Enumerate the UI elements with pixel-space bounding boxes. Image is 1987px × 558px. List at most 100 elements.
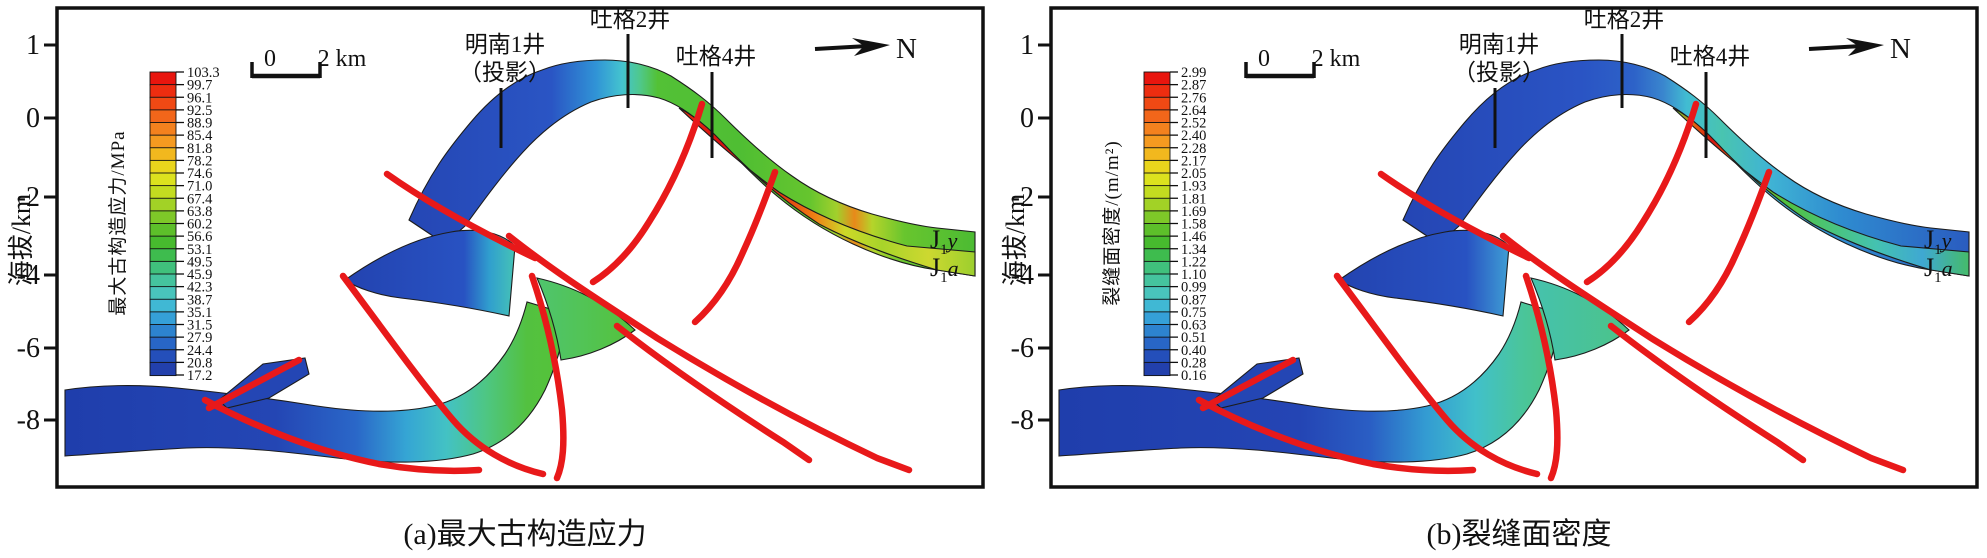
colorbar-swatch <box>1143 361 1171 377</box>
colorbar-swatch <box>149 349 177 364</box>
colorbar-swatch <box>149 361 177 377</box>
well-tuge2: 吐格2井 <box>590 7 671 108</box>
colorbar-tick-label: 53.1 <box>187 242 212 258</box>
colorbar-swatch <box>1143 311 1171 326</box>
well-tuge4: 吐格4井 <box>1670 44 1751 158</box>
colorbar-swatch <box>149 235 177 250</box>
well-label: 吐格2井 <box>590 7 671 32</box>
colorbar-tick-label: 2.17 <box>1181 153 1206 169</box>
y-tick: -8 <box>1011 405 1034 436</box>
colorbar-tick-label: 1.69 <box>1181 204 1206 220</box>
scale-bar: 0 2 km <box>1244 46 1361 79</box>
colorbar-swatch <box>1143 349 1171 364</box>
colorbar-swatch <box>1143 260 1171 276</box>
fault-line <box>339 272 547 478</box>
colorbar-tick-label: 2.40 <box>1181 128 1206 144</box>
colorbar-swatch <box>1143 122 1171 137</box>
colorbar-swatch <box>149 147 177 162</box>
colorbar-swatch <box>149 286 177 301</box>
colorbar-tick-label: 0.63 <box>1181 318 1206 334</box>
colorbar-swatch <box>1143 248 1171 263</box>
colorbar-swatch <box>149 197 177 212</box>
colorbar-tick-label: 67.4 <box>187 191 213 207</box>
colorbar-swatch <box>1143 286 1171 301</box>
colorbar-tick-label: 2.76 <box>1181 90 1206 106</box>
colorbar-swatch <box>1143 134 1171 149</box>
panel-b: 海拔/km 1 0 -2 -4 -6 -8 2.992.872.762.642.… <box>1001 6 1979 551</box>
colorbar-swatch <box>1143 96 1171 111</box>
y-tick: -4 <box>1011 260 1034 291</box>
panel-a-caption: (a)最大古构造应力 <box>403 518 646 551</box>
colorbar-swatch <box>149 260 177 276</box>
fault-line <box>589 100 706 286</box>
well-label: 吐格4井 <box>676 44 757 69</box>
colorbar-swatch <box>149 311 177 326</box>
colorbar-tick-label: 1.93 <box>1181 179 1206 195</box>
y-axis-title: 海拔/km <box>1001 194 1030 286</box>
cross-section <box>64 59 976 482</box>
fault-line <box>505 232 913 474</box>
panel-b-caption: (b)裂缝面密度 <box>1427 518 1612 551</box>
fault-line <box>205 356 303 412</box>
scale-distance-label: 2 km <box>1312 46 1361 72</box>
well-mingnan1: 明南1井 （投影） <box>459 32 551 148</box>
colorbar-tick-label: 0.87 <box>1181 292 1206 308</box>
colorbar-tick-label: 63.8 <box>187 204 212 220</box>
y-tick: 1 <box>26 30 40 61</box>
colorbar-tick-label: 49.5 <box>187 254 212 270</box>
colorbar-tick-label: 0.28 <box>1181 355 1206 371</box>
north-arrow-head <box>1846 38 1884 56</box>
colorbar-swatch <box>1143 71 1171 86</box>
colorbar-tick-label: 17.2 <box>187 368 212 384</box>
colorbar-swatch <box>1143 273 1171 288</box>
colorbar-tick-label: 1.81 <box>1181 191 1206 207</box>
colorbar-swatch <box>149 109 177 124</box>
stratum-label-j1y: J1y <box>1924 225 1952 258</box>
fault-line <box>1499 232 1907 474</box>
fault-line <box>1522 272 1561 482</box>
colorbar-swatch <box>149 122 177 137</box>
colorbar-swatch <box>149 248 177 263</box>
stratum-label-j1y: J1y <box>930 225 958 258</box>
fault-line <box>1583 100 1700 286</box>
colorbar-tick-label: 1.34 <box>1181 242 1207 258</box>
colorbar-tick-label: 99.7 <box>187 78 212 94</box>
colorbar-tick-label: 2.05 <box>1181 166 1206 182</box>
colorbar-swatch <box>149 71 177 86</box>
north-label: N <box>1890 33 1911 65</box>
colorbar-swatch <box>1143 147 1171 162</box>
colorbar-tick-label: 2.28 <box>1181 141 1206 157</box>
stratum-riser <box>536 277 636 361</box>
y-tick: -6 <box>17 333 40 364</box>
colorbar-swatch <box>149 273 177 288</box>
y-tick: 1 <box>1020 30 1034 61</box>
y-tick: 0 <box>26 103 40 134</box>
colorbar-tick-label: 0.40 <box>1181 343 1206 359</box>
colorbar-tick-label: 56.6 <box>187 229 212 245</box>
colorbar-tick-label: 24.4 <box>187 343 213 359</box>
colorbar-tick-label: 85.4 <box>187 128 213 144</box>
colorbar-swatch <box>149 172 177 187</box>
stratum-sliver <box>1672 107 1970 277</box>
well-mingnan1: 明南1井 （投影） <box>1453 32 1545 148</box>
well-label: 吐格4井 <box>1670 44 1751 69</box>
colorbar-tick-label: 103.3 <box>187 65 220 81</box>
fault-line <box>613 322 813 464</box>
colorbar-swatch <box>1143 336 1171 351</box>
colorbar-tick-label: 45.9 <box>187 267 212 283</box>
colorbar-tick-label: 27.9 <box>187 330 212 346</box>
colorbar-tick-label: 0.51 <box>1181 330 1206 346</box>
north-arrow: N <box>1808 33 1911 65</box>
fault-line <box>1607 322 1807 464</box>
colorbar-tick-label: 31.5 <box>187 318 212 334</box>
colorbar-tick-label: 71.0 <box>187 179 212 195</box>
well-label: （投影） <box>1453 60 1545 85</box>
stratum-label-j1a: J1a <box>1924 253 1953 286</box>
colorbar-tick-label: 2.87 <box>1181 78 1206 94</box>
colorbar-tick-label: 42.3 <box>187 280 212 296</box>
colorbar-tick-label: 0.75 <box>1181 305 1206 321</box>
colorbar-tick-label: 35.1 <box>187 305 212 321</box>
scale-zero-label: 0 <box>264 46 276 72</box>
fault-line <box>201 396 483 474</box>
colorbar-tick-label: 1.22 <box>1181 254 1206 270</box>
